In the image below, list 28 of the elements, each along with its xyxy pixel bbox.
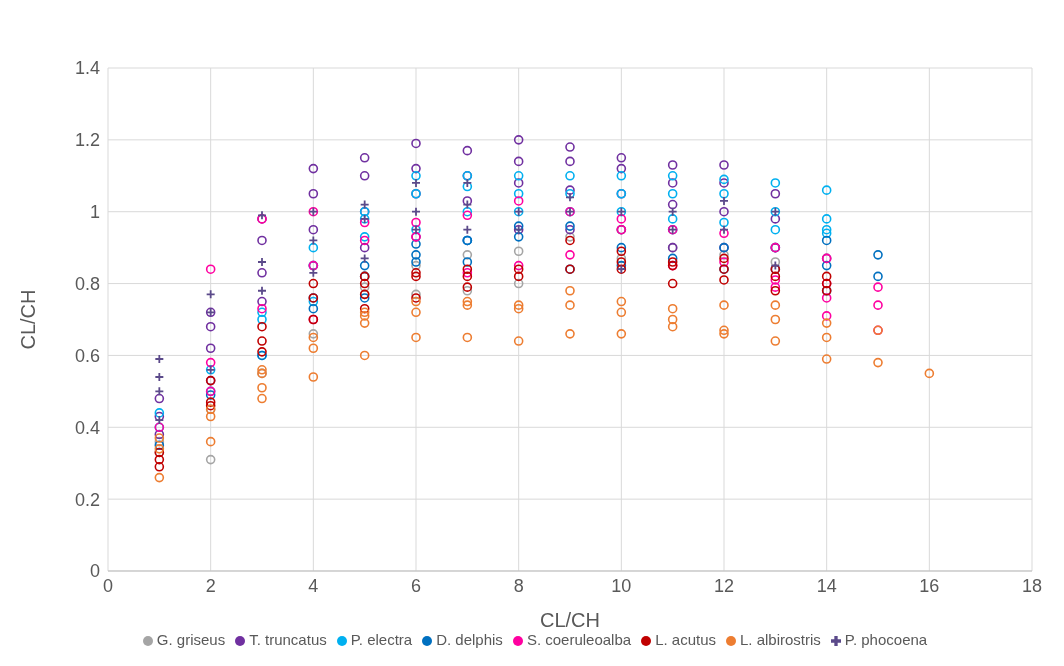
y-tick-label: 0.6 (74, 345, 100, 366)
y-tick-label: 1 (89, 202, 100, 223)
x-tick-label: 16 (919, 575, 940, 596)
legend-label: T. truncatus (249, 631, 327, 648)
legend-label: L. albirostris (740, 631, 821, 648)
y-tick-label: 0.8 (74, 273, 100, 294)
legend-label: S. coeruleoalba (526, 631, 632, 648)
y-tick-label: 1.2 (74, 130, 100, 151)
x-tick-label: 2 (205, 575, 216, 596)
x-tick-label: 4 (308, 575, 319, 596)
x-tick-label: 0 (102, 575, 114, 596)
x-tick-label: 14 (816, 575, 837, 596)
x-axis-title: CL/CH (539, 609, 601, 631)
x-tick-label: 8 (513, 575, 524, 596)
x-tick-label: 6 (410, 575, 422, 596)
x-tick-label: 10 (611, 575, 632, 596)
legend-label: G. griseus (156, 631, 226, 648)
x-tick-label: 18 (1021, 575, 1043, 596)
legend-label: P. electra (350, 631, 413, 648)
y-tick-label: 1.4 (74, 58, 100, 79)
y-tick-label: 0.4 (74, 417, 100, 438)
legend-label: L. acutus (655, 631, 716, 648)
x-tick-label: 12 (713, 575, 735, 596)
y-tick-label: 0 (89, 561, 100, 582)
y-tick-label: 0.2 (74, 489, 100, 510)
y-axis-title: CL/CH (17, 289, 40, 350)
legend-label: P. phocoena (844, 631, 928, 648)
legend-label: D. delphis (436, 631, 503, 648)
